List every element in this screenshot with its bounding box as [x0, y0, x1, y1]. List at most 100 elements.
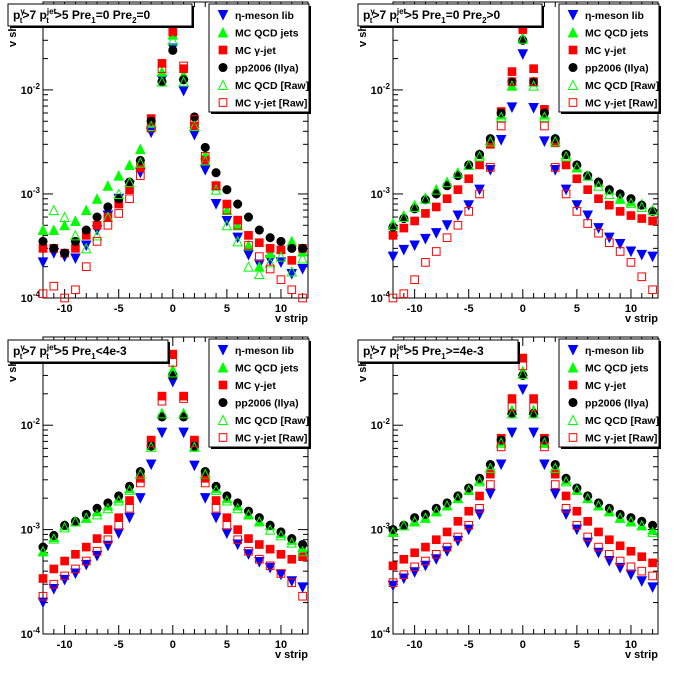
- data-point: [91, 508, 103, 520]
- title-box: pγ t>7 pjet t >5 Pre1>=4e-3: [357, 339, 520, 364]
- data-point: [430, 184, 442, 195]
- data-point: [430, 554, 442, 565]
- data-point: [37, 545, 49, 557]
- legend-marker: [218, 98, 228, 107]
- legend-marker: [568, 45, 578, 55]
- data-point: [388, 293, 398, 303]
- data-point: [604, 505, 615, 517]
- title-frame: [7, 339, 169, 363]
- data-point: [594, 228, 603, 238]
- data-point: [114, 520, 124, 530]
- y-tick-label: 10-2: [21, 417, 41, 432]
- data-point: [254, 556, 265, 568]
- data-point: [637, 214, 647, 223]
- data-point: [593, 223, 604, 234]
- data-point: [199, 164, 211, 176]
- series-group: [38, 349, 307, 583]
- data-point: [297, 252, 308, 264]
- legend-marker: [217, 414, 229, 425]
- data-point: [582, 537, 594, 549]
- legend-label: MC QCD [Raw]: [235, 80, 309, 92]
- data-point: [495, 111, 507, 122]
- data-point: [244, 534, 253, 543]
- data-point: [605, 535, 614, 545]
- legend-label: MC γ-jet [Raw]: [235, 433, 307, 445]
- x-tick-label: 5: [574, 303, 580, 315]
- data-point: [517, 368, 529, 379]
- data-point: [387, 219, 399, 231]
- data-point: [647, 582, 658, 593]
- series-group: [37, 34, 308, 280]
- x-tick-label: -10: [407, 639, 423, 651]
- data-point: [71, 549, 80, 559]
- legend-marker: [568, 397, 578, 408]
- data-point: [421, 258, 430, 267]
- data-point: [211, 181, 221, 191]
- data-point: [430, 228, 442, 239]
- data-point: [648, 571, 657, 581]
- data-point: [388, 231, 398, 240]
- data-point: [507, 77, 517, 87]
- data-point: [211, 168, 221, 178]
- data-point: [486, 480, 495, 489]
- data-point: [614, 512, 626, 523]
- data-point: [287, 285, 297, 295]
- legend-label: MC QCD [Raw]: [585, 80, 659, 92]
- data-point: [145, 127, 157, 139]
- x-tick-label: -5: [464, 639, 474, 651]
- data-point: [125, 496, 134, 505]
- data-point: [168, 45, 178, 55]
- data-point: [464, 506, 474, 516]
- data-point: [37, 224, 49, 236]
- data-point: [517, 384, 529, 396]
- legend-label: pp2006 (Ilya): [585, 63, 649, 75]
- legend: η-meson lib MC QCD jets MC γ-jet pp2006 (Il…: [208, 338, 311, 449]
- data-point: [495, 135, 507, 146]
- data-point: [92, 237, 102, 246]
- data-point: [210, 199, 222, 210]
- data-point: [243, 508, 254, 520]
- legend-label: MC γ-jet: [235, 380, 276, 392]
- data-point: [507, 67, 517, 76]
- data-point: [464, 520, 474, 530]
- data-point: [560, 475, 572, 487]
- data-point: [442, 542, 452, 552]
- legend-marker: [217, 26, 229, 38]
- data-point: [561, 160, 571, 170]
- legend-marker: [567, 26, 579, 38]
- plot-frame: [42, 1, 309, 299]
- data-point: [560, 509, 572, 520]
- data-point: [287, 578, 297, 588]
- data-point: [399, 520, 409, 530]
- data-point: [244, 241, 253, 250]
- data-point: [125, 194, 134, 204]
- data-point: [441, 220, 453, 231]
- title-box: pγ t>7 pjet t >5 Pre1<4e-3: [7, 339, 170, 364]
- data-point: [625, 515, 637, 527]
- legend-label: pp2006 (Ilya): [235, 398, 299, 410]
- x-tick-label: -5: [464, 303, 474, 315]
- data-point: [49, 281, 59, 291]
- data-point: [452, 210, 464, 222]
- legend-marker: [568, 62, 578, 73]
- data-point: [48, 532, 60, 544]
- data-point: [298, 243, 308, 253]
- x-tick-label: -10: [407, 303, 423, 315]
- data-point: [399, 570, 409, 580]
- data-point: [49, 564, 59, 574]
- data-point: [431, 202, 441, 212]
- legend-marker: [567, 10, 579, 21]
- data-point: [420, 560, 431, 572]
- data-point: [431, 549, 441, 559]
- legend-label: MC QCD [Raw]: [235, 415, 309, 427]
- data-point: [297, 582, 308, 593]
- data-point: [528, 427, 539, 439]
- data-point: [648, 558, 657, 568]
- data-point: [626, 258, 636, 267]
- data-point: [475, 503, 484, 513]
- data-point: [80, 512, 92, 523]
- data-point: [275, 250, 287, 262]
- legend-marker: [218, 433, 228, 442]
- data-point: [254, 515, 265, 527]
- data-point: [103, 202, 113, 212]
